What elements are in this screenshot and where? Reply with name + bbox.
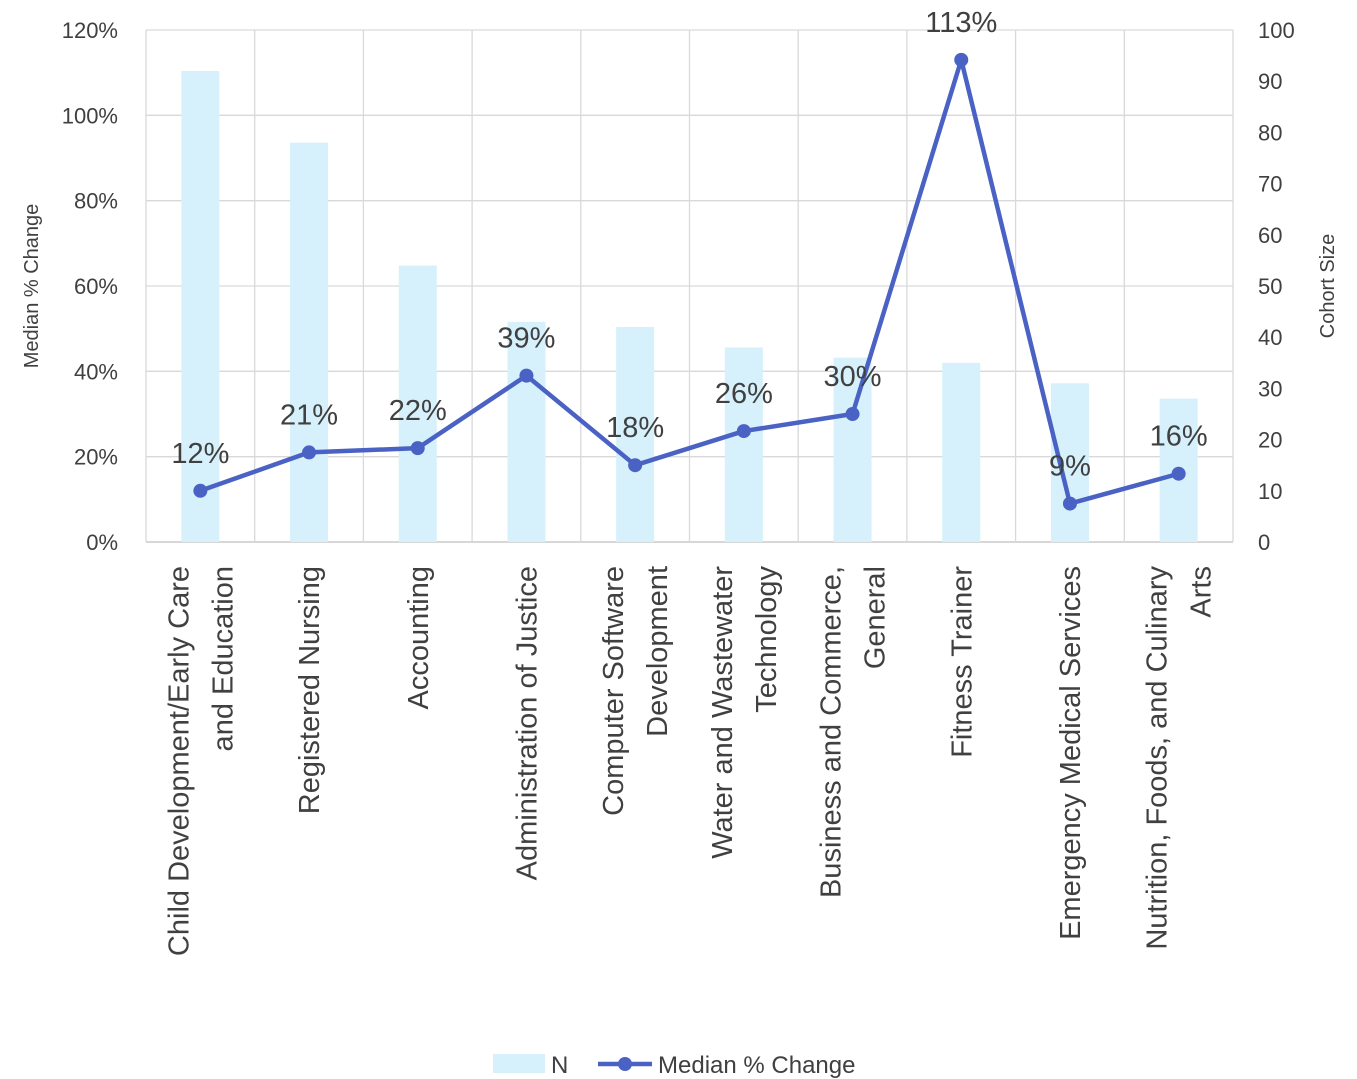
- category-label-line: Water and Wastewater: [707, 566, 739, 859]
- line-point: [954, 52, 969, 67]
- line-point: [845, 407, 860, 421]
- right-axis-title: Cohort Size: [1317, 234, 1339, 339]
- right-tick-label: 50: [1258, 274, 1282, 299]
- gridlines: [145, 29, 1234, 543]
- left-tick-label: 60%: [74, 274, 118, 299]
- category-label-line: Child Development/Early Care: [163, 566, 195, 956]
- legend-swatch-marker: [618, 1057, 632, 1071]
- right-tick-label: 70: [1258, 172, 1282, 197]
- bar: [616, 326, 655, 542]
- series-line: [199, 57, 1180, 506]
- line-point: [193, 483, 208, 498]
- data-label: 21%: [280, 399, 338, 431]
- category-label: Nutrition, Foods, and Culinary Arts: [1142, 566, 1218, 950]
- data-label: 9%: [1049, 451, 1091, 483]
- line-point: [1062, 496, 1077, 511]
- legend-label-median-change: Median % Change: [658, 1052, 855, 1079]
- right-tick-label: 0: [1258, 530, 1270, 555]
- bar: [290, 142, 329, 542]
- data-label: 18%: [606, 412, 664, 444]
- bar: [507, 321, 546, 542]
- category-label: Computer Software Development: [598, 566, 674, 816]
- data-label: 16%: [1150, 421, 1208, 453]
- category-label: Accounting: [403, 566, 435, 710]
- data-label: 12%: [171, 438, 229, 470]
- category-label-line: Business and Commerce,: [816, 566, 848, 898]
- category-label-line: Emergency Medical Services: [1055, 566, 1087, 940]
- data-labels: 12% 21% 22% 39% 18% 26% 30% 113% 9% 16%: [171, 7, 1207, 483]
- line-point: [628, 458, 643, 473]
- category-label-line: Technology: [751, 566, 783, 713]
- legend-label-n: N: [551, 1052, 568, 1079]
- category-label: Child Development/Early Care and Educatio…: [163, 566, 239, 956]
- data-label: 39%: [497, 323, 555, 355]
- data-label: 22%: [389, 395, 447, 427]
- category-label: Business and Commerce, General: [816, 566, 892, 898]
- category-label: Administration of Justice: [511, 566, 543, 880]
- category-label-line: Computer Software: [598, 566, 630, 816]
- right-tick-label: 20: [1258, 428, 1282, 453]
- line-point: [1171, 466, 1186, 481]
- left-tick-label: 120%: [62, 18, 118, 43]
- line-series-median-change: [193, 52, 1186, 511]
- bar: [833, 357, 872, 542]
- left-tick-label: 40%: [74, 359, 118, 384]
- right-axis: 0 10 20 30 40 50 60 70 80 90 100: [1258, 18, 1295, 555]
- category-label-line: Arts: [1186, 566, 1218, 618]
- bar: [724, 347, 763, 542]
- right-tick-label: 80: [1258, 120, 1282, 145]
- category-label-line: Fitness Trainer: [946, 566, 978, 758]
- category-label: Water and Wastewater Technology: [707, 566, 783, 859]
- line-point: [410, 441, 425, 456]
- category-label-line: Administration of Justice: [511, 566, 543, 880]
- right-tick-label: 40: [1258, 325, 1282, 350]
- left-tick-label: 80%: [74, 189, 118, 214]
- legend-swatch-n: [493, 1054, 545, 1073]
- bar-series-n: [181, 70, 1198, 543]
- right-tick-label: 100: [1258, 18, 1295, 43]
- category-label-line: Accounting: [403, 566, 435, 710]
- data-label: 26%: [715, 378, 773, 410]
- left-tick-label: 100%: [62, 103, 118, 128]
- category-label: Fitness Trainer: [946, 566, 978, 758]
- category-labels: Child Development/Early Care and Educatio…: [163, 566, 1217, 957]
- left-tick-label: 0%: [86, 530, 118, 555]
- category-label: Registered Nursing: [294, 566, 326, 814]
- left-axis: 0% 20% 40% 60% 80% 100% 120%: [62, 18, 118, 555]
- line-point: [519, 368, 534, 383]
- bar: [398, 265, 437, 542]
- right-tick-label: 10: [1258, 479, 1282, 504]
- bar: [181, 70, 220, 543]
- category-label-line: Development: [642, 566, 674, 737]
- category-label: Emergency Medical Services: [1055, 566, 1087, 940]
- right-tick-label: 60: [1258, 223, 1282, 248]
- data-label: 113%: [925, 7, 997, 39]
- legend: N Median % Change: [493, 1052, 855, 1079]
- data-label: 30%: [824, 361, 882, 393]
- category-label-line: Registered Nursing: [294, 566, 326, 814]
- right-tick-label: 30: [1258, 376, 1282, 401]
- line-point: [736, 424, 751, 439]
- bar: [1050, 383, 1089, 542]
- left-tick-label: 20%: [74, 445, 118, 470]
- line-point: [302, 445, 317, 460]
- category-label-line: Nutrition, Foods, and Culinary: [1142, 566, 1174, 950]
- bar: [942, 362, 981, 542]
- category-label-line: General: [860, 566, 892, 669]
- right-tick-label: 90: [1258, 69, 1282, 94]
- left-axis-title: Median % Change: [21, 204, 43, 369]
- category-label-line: and Education: [207, 566, 239, 751]
